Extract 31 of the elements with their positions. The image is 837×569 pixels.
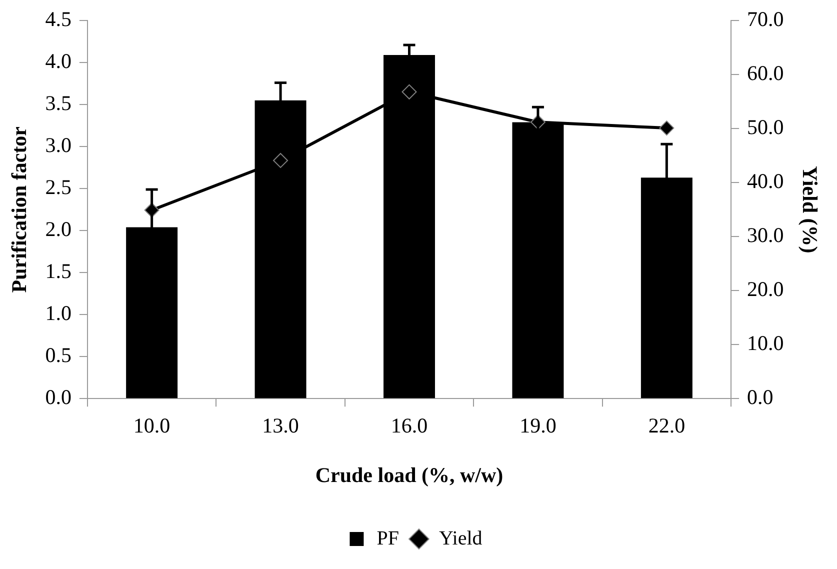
x-axis-title: Crude load (%, w/w) — [315, 462, 504, 487]
y2-tick-label: 50.0 — [747, 115, 784, 140]
y2-tick-label: 20.0 — [747, 277, 784, 302]
x-tick-label: 16.0 — [390, 414, 428, 438]
y2-axis-title: Yield (%) — [798, 166, 822, 254]
y2-tick-label: 30.0 — [747, 223, 784, 248]
y-tick-label: 2.0 — [45, 217, 72, 242]
x-tick-label: 22.0 — [648, 414, 686, 438]
x-tick-label: 10.0 — [133, 414, 170, 438]
point — [659, 120, 674, 136]
y2-tick-label: 10.0 — [747, 331, 784, 356]
y-tick-label: 3.5 — [45, 91, 72, 116]
x-tick-label: 19.0 — [520, 414, 556, 438]
y-tick-label: 1.5 — [45, 259, 72, 284]
x-tick-label: 13.0 — [262, 414, 299, 438]
y2-tick-label: 60.0 — [747, 61, 784, 86]
y-tick-label: 0.0 — [45, 385, 72, 410]
legend-label: PF — [376, 527, 399, 550]
y2-tick-label: 70.0 — [747, 7, 784, 32]
y-tick-label: 0.5 — [45, 343, 72, 368]
point — [402, 84, 417, 100]
y2-tick-label: 40.0 — [747, 169, 784, 194]
y-tick-label: 3.0 — [45, 133, 72, 158]
y-tick-label: 4.5 — [45, 7, 72, 32]
y-tick-label: 1.0 — [45, 301, 72, 326]
y-axis-title: Purification factor — [7, 126, 32, 293]
y-tick-label: 2.5 — [45, 175, 72, 200]
y-tick-label: 4.0 — [45, 49, 72, 74]
y2-tick-label: 0.0 — [747, 385, 774, 410]
legend-label: Yield — [438, 527, 482, 550]
point — [273, 152, 288, 168]
